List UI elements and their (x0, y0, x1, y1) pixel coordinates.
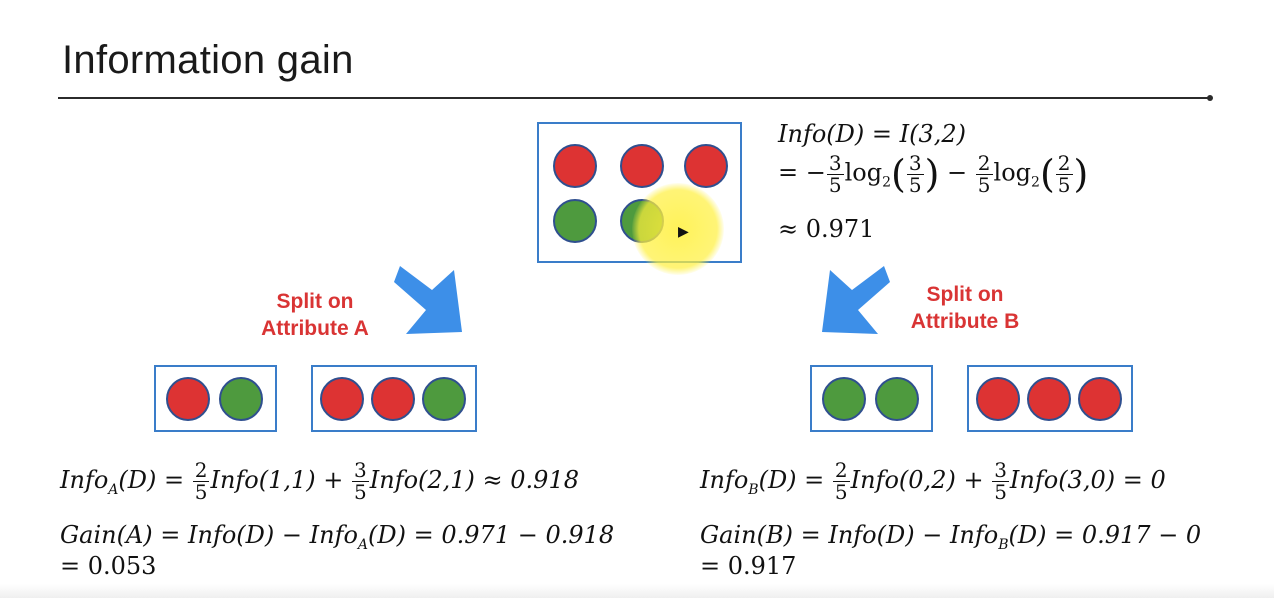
root-ball-2 (620, 144, 664, 188)
root-ball-1 (553, 144, 597, 188)
split-b-box2-ball-3 (1078, 377, 1122, 421)
arrow-right-down-icon (822, 266, 890, 334)
paren-close-2: ) (1073, 152, 1089, 196)
split-a-gain-formula: Gain(A) = Info(D) − InfoA(D) = 0.971 − 0… (60, 521, 615, 553)
root-formula-line2: = −3 5 log2(3 5) − 2 5 log2(2 5) (778, 152, 1088, 196)
split-a-box2-ball-2 (371, 377, 415, 421)
title-divider-end (1207, 95, 1213, 101)
split-b-box1-ball-2 (875, 377, 919, 421)
title-divider (58, 97, 1210, 99)
minus-sign: − (939, 158, 975, 187)
log-base: 2 (882, 174, 892, 191)
root-ball-4 (553, 199, 597, 243)
split-b-info-formula: InfoB(D) = 2 5 Info(0,2) + 3 5 Info(3,0) = 0 (700, 458, 1166, 504)
root-formula-eq: = − (778, 158, 826, 187)
split-b-box-1 (810, 365, 933, 432)
split-b-box-2 (967, 365, 1133, 432)
paren-open-2: ( (1039, 152, 1055, 196)
root-formula-line3: ≈ 0.971 (778, 215, 875, 243)
arrow-left-down-icon (394, 266, 462, 334)
split-b-box2-ball-1 (976, 377, 1020, 421)
mouse-cursor-icon: ▶ (678, 224, 689, 240)
split-a-box2-ball-3 (422, 377, 466, 421)
split-label-b: Split on Attribute B (910, 283, 1020, 334)
split-a-box-2 (311, 365, 477, 432)
root-formula-info: Info(D) = I(3,2) (778, 120, 966, 148)
split-a-box1-ball-2 (219, 377, 263, 421)
log-label: log (844, 158, 883, 187)
paren-open: ( (891, 152, 906, 196)
cursor-highlight (632, 183, 724, 275)
bottom-fade (0, 584, 1274, 598)
split-a-info-formula: InfoA(D) = 2 5 Info(1,1) + 3 5 Info(2,1) ≈ 0… (60, 458, 579, 504)
log-base-2: 2 (1031, 174, 1040, 191)
split-b-box1-ball-1 (822, 377, 866, 421)
split-b-gain-formula: Gain(B) = Info(D) − InfoB(D) = 0.917 − 0 (700, 521, 1202, 553)
split-b-box2-ball-2 (1027, 377, 1071, 421)
paren-close: ) (924, 152, 940, 196)
split-a-box2-ball-1 (320, 377, 364, 421)
root-formula-line1: Info(D) = I(3,2) (778, 120, 966, 148)
split-a-box-1 (154, 365, 277, 432)
split-a-gain-result: = 0.053 (60, 552, 157, 580)
split-b-gain-result: = 0.917 (700, 552, 797, 580)
root-ball-3 (684, 144, 728, 188)
log-label-2: log (993, 158, 1032, 187)
split-a-box1-ball-1 (166, 377, 210, 421)
split-label-a: Split on Attribute A (261, 290, 369, 341)
slide-title: Information gain (62, 38, 354, 82)
